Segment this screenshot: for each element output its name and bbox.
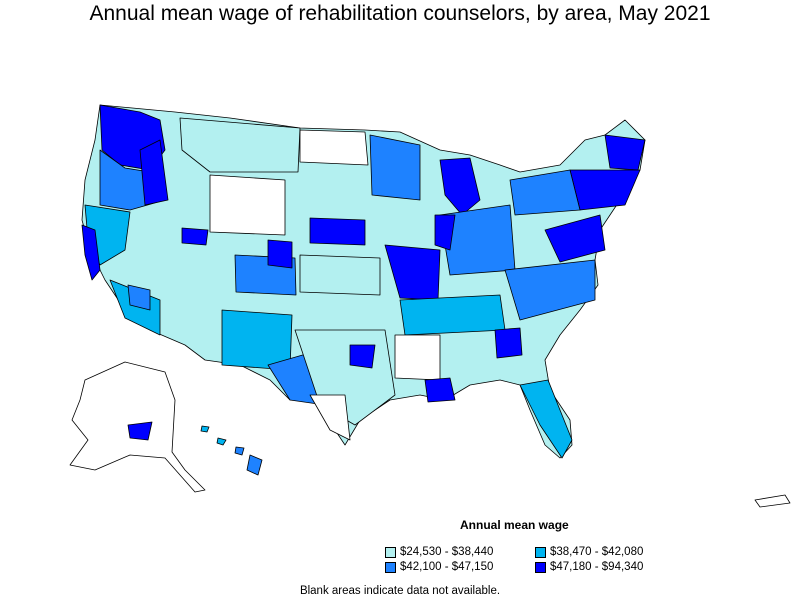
legend-label-2: $38,470 - $42,080 <box>550 546 644 558</box>
region-kansas <box>299 254 381 296</box>
region-maine <box>604 134 646 171</box>
legend-item-2: $38,470 - $42,080 <box>535 546 643 558</box>
region-texas-dfw <box>349 344 376 369</box>
region-montana <box>179 117 301 173</box>
legend-title: Annual mean wage <box>460 518 569 532</box>
region-mn <box>369 134 421 201</box>
hawaii-big-island <box>246 454 263 476</box>
region-nd-blank <box>299 129 369 166</box>
legend-item-4: $47,180 - $94,340 <box>535 561 643 573</box>
region-denver <box>267 239 293 269</box>
region-northeast <box>569 169 641 211</box>
region-nebraska <box>309 217 366 246</box>
region-idaho <box>139 139 169 206</box>
hawaii-maui <box>234 446 245 456</box>
region-mid-atlantic <box>544 214 606 263</box>
legend-label-4: $47,180 - $94,340 <box>550 561 644 573</box>
puerto-rico <box>754 494 791 508</box>
region-alaska-anchorage <box>127 421 153 441</box>
hawaii-oahu <box>216 437 227 446</box>
legend-item-1: $24,530 - $38,440 <box>385 546 493 558</box>
hawaii-kauai <box>200 425 210 433</box>
region-carolinas <box>504 259 596 321</box>
legend-swatch-1 <box>385 546 396 558</box>
region-wyoming-blank <box>209 174 286 236</box>
region-new-york <box>509 169 581 216</box>
region-ca-la <box>127 284 151 311</box>
legend-item-3: $42,100 - $47,150 <box>385 561 493 573</box>
legend-swatch-2 <box>535 546 546 558</box>
region-atlanta <box>494 327 523 359</box>
region-louisiana <box>424 377 456 403</box>
legend-label-1: $24,530 - $38,440 <box>400 546 494 558</box>
map-title: Annual mean wage of rehabilitation couns… <box>89 2 711 25</box>
region-michigan <box>439 157 481 216</box>
region-illinois <box>434 214 456 251</box>
region-south-blank <box>394 334 441 381</box>
legend-swatch-4 <box>535 561 546 573</box>
footnote: Blank areas indicate data not available. <box>299 585 501 597</box>
region-ca-coast <box>81 224 101 281</box>
region-tn-ar <box>399 294 506 336</box>
region-utah <box>181 227 209 246</box>
region-texas-south-blank <box>309 394 351 441</box>
region-florida <box>519 379 573 459</box>
legend-swatch-3 <box>385 561 396 573</box>
legend-label-3: $42,100 - $47,150 <box>400 561 494 573</box>
